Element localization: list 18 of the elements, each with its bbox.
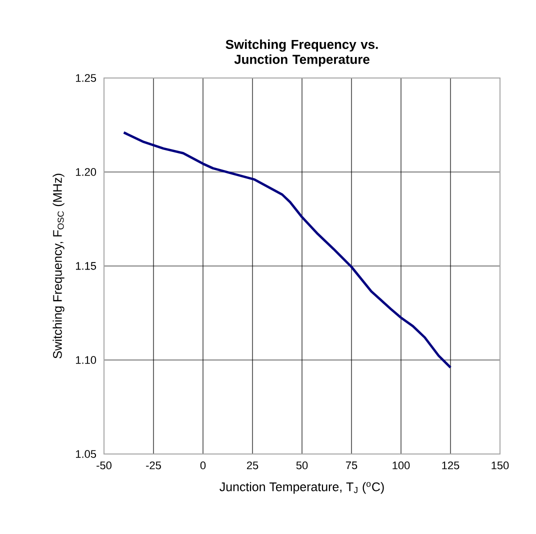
- x-tick-label: 25: [246, 462, 258, 470]
- x-tick-label: -25: [146, 462, 161, 470]
- y-axis-title: Switching Frequency, F$_{OSC}$ (MHz): [52, 174, 64, 358]
- x-tick-label: -50: [96, 462, 112, 470]
- y-tick-label: 1.25: [76, 74, 96, 82]
- y-tick-label: 1.20: [76, 168, 96, 176]
- x-axis-title: Junction Temperature, T$_{J}$ ($^{o}$C): [220, 482, 384, 494]
- y-tick-label: 1.15: [76, 262, 96, 270]
- y-tick-label: 1.10: [76, 356, 96, 364]
- line-series: [122, 131, 452, 369]
- chart-title: Switching Frequency vs. Junction Temperature: [226, 39, 378, 67]
- x-tick-label: 75: [346, 462, 358, 470]
- x-tick-label: 125: [442, 462, 460, 470]
- x-tick-label: 50: [296, 462, 308, 470]
- x-tick-label: 100: [392, 462, 410, 470]
- y-tick-label: 1.05: [76, 450, 96, 458]
- x-tick-label: 150: [492, 462, 509, 470]
- x-tick-label: 0: [200, 462, 206, 470]
